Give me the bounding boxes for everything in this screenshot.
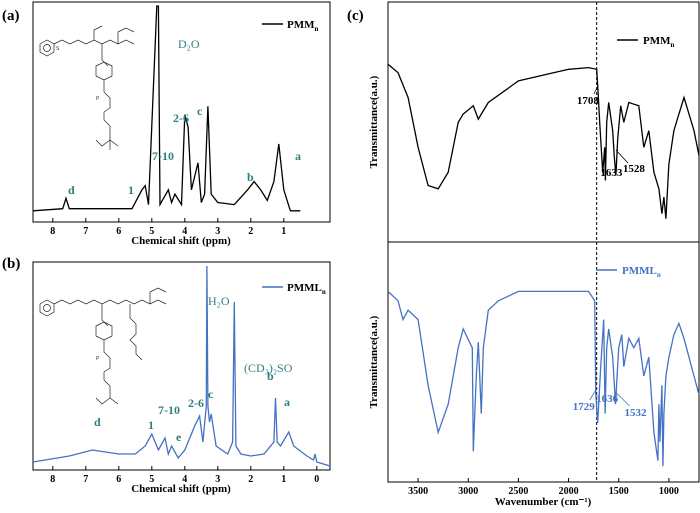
panel-c-leader-1708 [593,85,599,95]
panel-a-frame [32,1,331,223]
panel-c-tick-label-2500: 2500 [508,486,528,497]
panel-a-tick-label-1: 1 [281,226,286,237]
panel-a-peak-a: a [295,149,301,163]
panel-b-peak-b: b [267,369,274,383]
panel-b-tick-label-6: 6 [116,474,121,485]
panel-a-tick-label-3: 3 [215,226,220,237]
panel-b-peak-a: a [284,395,290,409]
panel-b-tick-label-2: 2 [248,474,253,485]
panel-c-anno-1636: 1636 [596,393,619,405]
panel-a-nmr-spectrum [32,5,301,212]
panel-b-tick-label-1: 1 [281,474,286,485]
panel-b-legend-text: PMMLn [287,282,326,296]
panel-b-solvent-h2o: H₂O [208,294,230,308]
panel-c-tick-label-3000: 3000 [458,486,478,497]
panel-a-mol-label-p: P [96,96,100,102]
panel-a-xlabel: Chemical shift (ppm) [131,235,231,247]
panel-b-tick-label-8: 8 [50,474,55,485]
panel-a-tick-label-2: 2 [248,226,253,237]
panel-a-peak-1: 1 [128,183,134,197]
panel-c-anno-1532: 1532 [625,407,648,419]
panel-b-nmr-spectrum [32,265,331,467]
panel-a-tick-label-5: 5 [149,226,154,237]
panel-c-anno-1708: 1708 [577,95,600,107]
panel-a-peak-7-10: 7-10 [152,149,174,163]
panel-c-anno-1528: 1528 [623,163,646,175]
panel-a-legend-text: PMMn [287,19,318,33]
panel-b-solvent-dmso: (CD₃)₂SO [244,361,293,375]
panel-c-legend-top-text: PMMn [643,35,674,49]
panel-c-label: (c) [347,8,364,24]
panel-a-peak-2-6: 2-6 [173,111,189,125]
panel-b-peak-1: 1 [148,418,154,432]
panel-c-leader-1528 [615,149,629,164]
panel-a-molecule-structure [39,25,135,150]
panel-b-frame [32,261,331,471]
panel-c-tick-label-1000: 1000 [659,486,679,497]
panel-c-ylabel-top: Transmittance(a.u.) [368,75,380,168]
panel-a-x-ticks: 8 7 6 5 4 3 2 1 [50,218,286,237]
panel-c-ftir-spectrum-pmm [387,63,700,219]
panel-c-ftir-spectrum-pmml [387,290,700,467]
panel-b-xlabel: Chemical shift (ppm) [131,483,231,495]
panel-a-tick-label-6: 6 [116,226,121,237]
panel-b-tick-label-3: 3 [215,474,220,485]
panel-c-tick-label-2000: 2000 [559,486,579,497]
panel-c-legend-bottom-text: PMMLn [622,265,661,279]
panel-b-molecule-structure [39,287,167,405]
panel-b-peak-d: d [94,415,101,429]
panel-c-leader-1729 [589,389,597,401]
panel-b-peak-7-10: 7-10 [158,403,180,417]
panel-a-peak-c: c [197,104,203,118]
panel-c-leader-1532 [615,391,630,407]
panel-c-tick-label-1500: 1500 [609,486,629,497]
panel-c-anno-1633: 1633 [600,167,623,179]
panel-c-ylabel-bottom: Transmittance(a.u.) [368,315,380,408]
panel-b-peak-2-6: 2-6 [188,396,204,410]
panel-b-tick-label-4: 4 [182,474,187,485]
panel-b-peak-c: c [208,387,214,401]
panel-a-mol-label-s: S [56,46,60,52]
panel-a-peak-b: b [247,170,254,184]
panel-c-xlabel: Wavenumber (cm⁻¹) [495,496,592,508]
panel-a-solvent-d2o: D₂O [178,37,200,51]
panel-a-tick-label-7: 7 [83,226,88,237]
panel-c-anno-1729: 1729 [573,401,596,413]
panel-a-label: (a) [2,8,20,24]
panel-b-tick-label-0: 0 [314,474,319,485]
panel-b-tick-label-5: 5 [149,474,154,485]
panel-b-tick-label-7: 7 [83,474,88,485]
panel-c-annotation-leaders [589,85,630,407]
panel-a-tick-label-8: 8 [50,226,55,237]
panel-b-x-ticks: 8 7 6 5 4 3 2 1 0 [50,466,319,485]
panel-b-peak-e: e [176,430,182,444]
panel-a-peak-d: d [68,183,75,197]
panel-a-tick-label-4: 4 [182,226,187,237]
panel-c-x-ticks: 3500 3000 2500 2000 1500 1000 [408,478,679,497]
panel-b-label: (b) [2,256,20,272]
panel-c-tick-label-3500: 3500 [408,486,428,497]
panel-b-mol-label-p: P [96,356,100,362]
